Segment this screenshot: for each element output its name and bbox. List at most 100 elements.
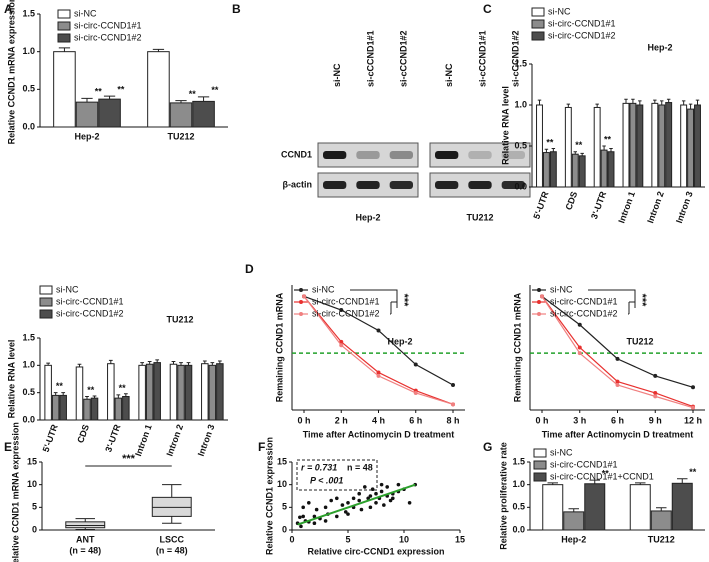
lane-label: si-cCCND1#2 <box>399 30 409 87</box>
point <box>363 485 367 489</box>
y-tick-label: 15 <box>27 456 37 466</box>
x-tick-label: TU212 <box>648 534 675 544</box>
y-tick-label: 15 <box>277 456 287 466</box>
significance: *** <box>122 453 136 465</box>
legend-swatch <box>39 285 53 295</box>
bar <box>107 363 115 421</box>
legend-label: si-circ-CCND1#1 <box>548 18 616 28</box>
error-bar <box>197 96 210 102</box>
y-tick-label: 0.0 <box>514 181 527 191</box>
point <box>615 383 620 387</box>
significance: ** <box>604 134 612 144</box>
n-label: (n = 48) <box>156 545 188 555</box>
point <box>339 343 344 348</box>
bar <box>75 101 99 128</box>
significance: ** <box>119 383 127 393</box>
x-tick-label: 10 <box>399 534 409 544</box>
bar <box>680 104 688 188</box>
bar <box>177 364 185 421</box>
bar <box>147 51 170 128</box>
subtitle: TU212 <box>626 336 653 346</box>
point <box>302 294 306 299</box>
panel-label: E <box>4 440 12 454</box>
point <box>653 390 658 395</box>
error-bar <box>179 362 183 366</box>
point <box>653 394 658 399</box>
band <box>501 181 525 189</box>
significance: ** <box>56 381 64 391</box>
group-label: Hep-2 <box>355 212 380 222</box>
legend-label: si-circ-CCND1#1 <box>74 20 142 30</box>
point <box>314 507 319 512</box>
bar <box>578 155 586 188</box>
significance: ** <box>211 85 219 95</box>
lane-label: si-NC <box>332 63 342 87</box>
r-label: r = 0.731 <box>301 462 337 472</box>
error-bar <box>175 100 187 103</box>
point <box>357 491 362 496</box>
point <box>298 515 302 520</box>
x-tick-label: Intron 2 <box>164 423 185 457</box>
bar <box>138 364 146 421</box>
lane-label: si-cCCND1#1 <box>477 30 487 87</box>
bar <box>607 151 615 188</box>
error-bar <box>635 482 646 485</box>
bar <box>169 363 178 421</box>
error-bar <box>573 151 577 155</box>
point <box>323 519 328 523</box>
bar <box>83 398 91 421</box>
box <box>65 521 106 529</box>
y-axis-label: Relative CCND1 mRNA expression <box>10 422 20 562</box>
error-bar <box>602 145 606 151</box>
panel-label: D <box>245 262 254 276</box>
group-label: TU212 <box>466 212 493 222</box>
error-bar <box>595 103 599 108</box>
legend-swatch <box>533 460 547 470</box>
error-bar <box>666 98 671 103</box>
bar <box>600 149 608 188</box>
x-axis-label: Time after Actinomycin D treatment <box>303 429 455 439</box>
point <box>379 489 384 494</box>
bar <box>687 108 695 188</box>
bar <box>694 104 701 188</box>
band <box>435 151 459 159</box>
error-bar <box>186 362 191 366</box>
point <box>339 308 344 312</box>
point <box>301 514 306 519</box>
point <box>391 496 395 501</box>
point <box>653 373 658 378</box>
y-axis-label: Relative RNA level <box>500 86 510 165</box>
error-bar <box>677 478 688 484</box>
bar <box>629 484 651 531</box>
legend-marker <box>537 312 541 316</box>
y-axis-label: Remaining CCND1 mRNA <box>512 292 522 402</box>
lane-label: si-NC <box>444 63 454 87</box>
error-bar <box>580 152 584 156</box>
error-bar <box>81 97 93 103</box>
error-bar <box>547 482 558 485</box>
bar <box>629 102 637 188</box>
bar <box>201 363 209 421</box>
error-bar <box>695 99 700 105</box>
legend-swatch <box>39 297 53 307</box>
error-bar <box>108 359 113 364</box>
x-tick-label: Intron 1 <box>133 423 154 457</box>
n-label: (n = 48) <box>69 545 101 555</box>
x-tick-label: TU212 <box>167 131 194 141</box>
bar <box>563 511 585 531</box>
y-axis-label: Relative RNA level <box>6 340 16 419</box>
error-bar <box>589 479 600 484</box>
bar <box>636 104 644 188</box>
point <box>379 482 384 487</box>
bar <box>208 364 217 421</box>
x-tick-label: Hep-2 <box>74 131 99 141</box>
bar <box>44 364 52 421</box>
p-label: P < .001 <box>310 475 343 485</box>
point <box>577 351 582 356</box>
panel-label: C <box>483 2 492 16</box>
legend-label: si-NC <box>548 6 571 16</box>
x-tick-label: 6 h <box>611 415 624 425</box>
x-tick-label: CDS <box>563 190 579 211</box>
point <box>312 514 317 519</box>
